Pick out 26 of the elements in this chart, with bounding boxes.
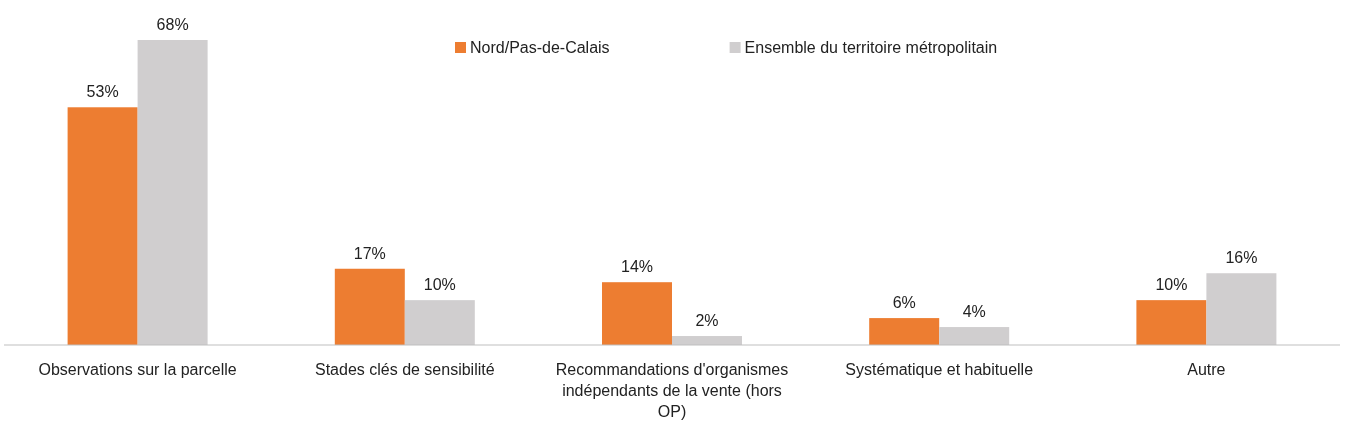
bar [404,300,475,345]
bar [1136,300,1207,345]
data-label: 68% [156,16,189,33]
data-label: 10% [1155,276,1188,294]
x-tick-label: Recommandations d'organismes indépendants de la vente (hors OP) [555,361,789,420]
bar [939,327,1010,345]
data-label: 4% [962,303,986,321]
data-label: 6% [892,294,916,312]
legend-label: Ensemble du territoire métropolitain [744,39,998,56]
legend-label: Nord/Pas-de-Calais [470,39,610,56]
bar [1206,273,1277,345]
data-label: 16% [1225,249,1258,267]
x-tick-label: Systématique et habituelle [845,361,1034,378]
x-tick-label: Autre [1187,361,1226,378]
bar [67,107,138,345]
data-label: 10% [423,276,456,294]
x-tick-label: Stades clés de sensibilité [314,361,495,378]
bar [334,268,405,345]
x-tick-label: Observations sur la parcelle [38,361,237,378]
data-label: 17% [353,244,386,262]
data-label: 53% [86,83,119,101]
data-label: 2% [695,312,719,330]
bar [602,282,672,345]
bar [137,40,208,345]
data-label: 14% [620,258,654,276]
bar [869,318,940,345]
